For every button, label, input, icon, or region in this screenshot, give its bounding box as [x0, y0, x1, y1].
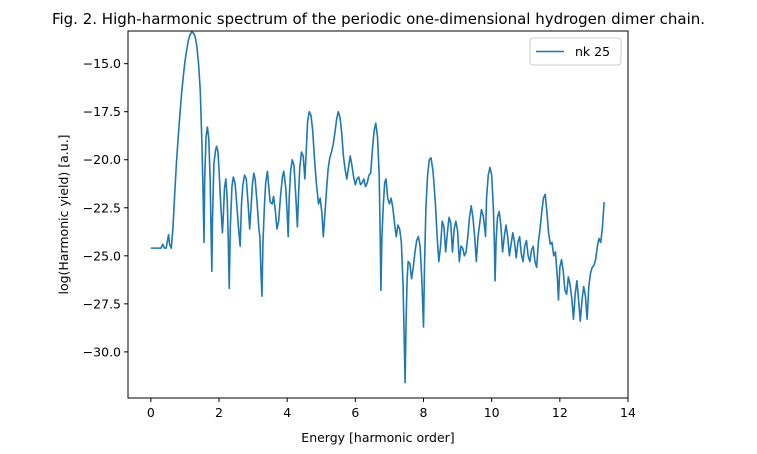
- x-axis-label: Energy [harmonic order]: [301, 430, 454, 445]
- x-tick-label: 14: [620, 405, 636, 420]
- series-line-nk-25: [150, 31, 605, 384]
- y-axis: −15.0 −17.5 −20.0 −22.5 −25.0 −27.5 −30.0: [83, 56, 128, 359]
- y-tick-label: −25.0: [83, 248, 121, 263]
- y-axis-label: log(Harmonic yield) [a.u.]: [56, 134, 71, 294]
- y-tick-label: −22.5: [83, 200, 121, 215]
- y-tick-label: −30.0: [83, 344, 121, 359]
- x-tick-label: 0: [147, 405, 155, 420]
- legend: nk 25: [529, 37, 622, 66]
- x-tick-label: 4: [283, 405, 291, 420]
- legend-box: [529, 37, 622, 66]
- x-tick-label: 10: [484, 405, 500, 420]
- y-tick-label: −20.0: [83, 152, 121, 167]
- x-axis: 0 2 4 6 8 10 12 14: [147, 398, 636, 420]
- axes-frame: [127, 30, 629, 399]
- x-tick-label: 6: [351, 405, 359, 420]
- x-tick-label: 2: [215, 405, 223, 420]
- y-tick-label: −27.5: [83, 296, 121, 311]
- x-tick-label: 12: [552, 405, 568, 420]
- chart-title: Fig. 2. High-harmonic spectrum of the pe…: [52, 10, 705, 28]
- legend-label-nk-25: nk 25: [575, 44, 610, 59]
- plot-area: [127, 30, 629, 399]
- y-tick-label: −15.0: [83, 56, 121, 71]
- x-tick-label: 8: [420, 405, 428, 420]
- y-tick-label: −17.5: [83, 104, 121, 119]
